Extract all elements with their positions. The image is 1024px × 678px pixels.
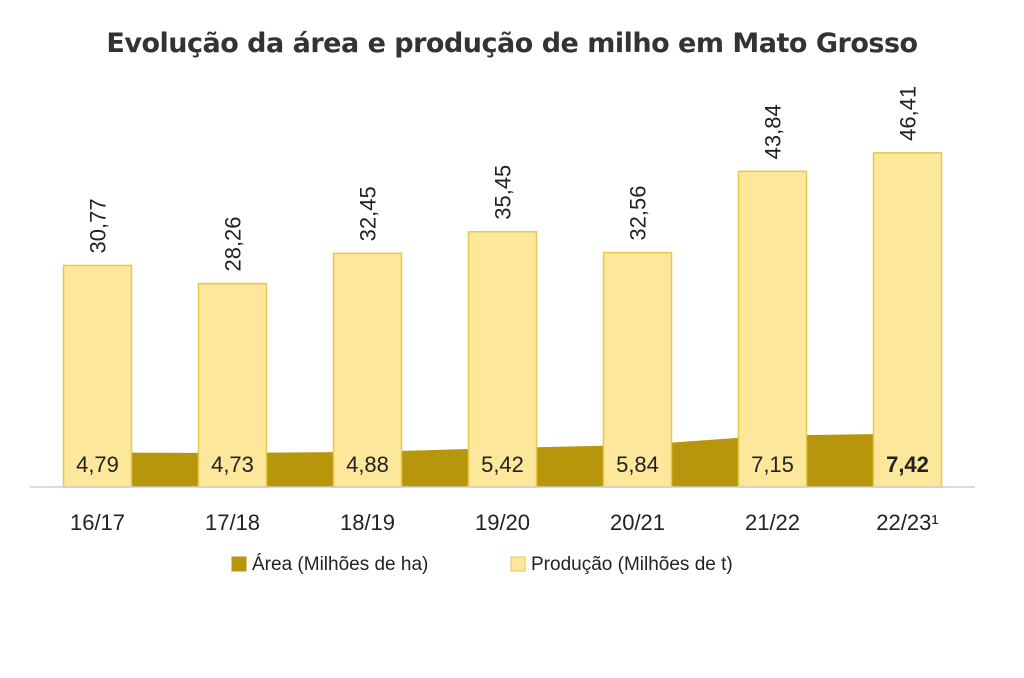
- production-bar: [62, 264, 133, 488]
- x-tick-label: 21/22: [745, 510, 800, 535]
- production-value-label: 30,77: [86, 198, 111, 253]
- x-tick-label: 17/18: [205, 510, 260, 535]
- area-value-label: 5,84: [616, 452, 659, 477]
- legend-swatch-production: [510, 556, 526, 572]
- chart-title: Evolução da área e produção de milho em …: [106, 28, 918, 59]
- production-value-label: 32,45: [356, 186, 381, 241]
- area-value-label: 5,42: [481, 452, 524, 477]
- production-value-label: 46,41: [896, 86, 921, 141]
- production-value-label: 28,26: [221, 216, 246, 271]
- area-value-label: 4,73: [211, 452, 254, 477]
- x-tick-label: 22/23¹: [876, 510, 938, 535]
- x-tick-label: 19/20: [475, 510, 530, 535]
- x-tick-label: 16/17: [70, 510, 125, 535]
- x-tick-label: 18/19: [340, 510, 395, 535]
- production-value-label: 35,45: [491, 165, 516, 220]
- legend-label-area: Área (Milhões de ha): [252, 554, 428, 575]
- legend-swatch-area: [231, 556, 247, 572]
- production-value-label: 32,56: [626, 186, 651, 241]
- area-value-label: 7,42: [886, 452, 929, 477]
- production-bar: [467, 231, 538, 488]
- production-value-label: 43,84: [761, 104, 786, 159]
- area-value-label: 4,88: [346, 452, 389, 477]
- area-value-label: 4,79: [76, 452, 119, 477]
- x-tick-label: 20/21: [610, 510, 665, 535]
- legend-label-production: Produção (Milhões de t): [531, 554, 733, 575]
- production-bar: [197, 282, 268, 488]
- production-bar: [332, 252, 403, 488]
- area-value-label: 7,15: [751, 452, 794, 477]
- production-bar: [872, 152, 943, 488]
- production-bar: [737, 170, 808, 488]
